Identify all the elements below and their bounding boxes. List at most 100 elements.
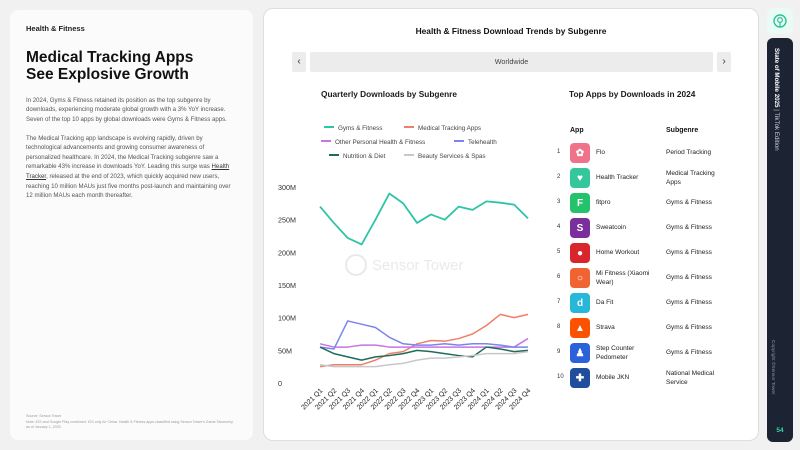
app-row[interactable]: 9 ♟ Step Counter Pedometer Gyms & Fitness <box>554 341 724 366</box>
app-subgenre: National Medical Service <box>666 370 715 386</box>
series-line[interactable] <box>319 350 529 368</box>
sidebar-bar: State of Mobile 2025 | TikTok Edition Co… <box>767 38 793 442</box>
sensor-tower-logo[interactable] <box>767 8 793 34</box>
y-tick-label: 200M <box>278 248 296 257</box>
series-line[interactable] <box>319 320 528 350</box>
y-tick-label: 50M <box>278 346 292 355</box>
app-name: Mobile JKN <box>596 374 630 382</box>
app-row[interactable]: 8 ▲ Strava Gyms & Fitness <box>554 316 724 341</box>
app-subgenre: Gyms & Fitness <box>666 299 712 307</box>
app-icon: ▲ <box>570 318 590 338</box>
series-line[interactable] <box>319 192 529 246</box>
app-icon: d <box>570 293 590 313</box>
app-name: Flo <box>596 149 606 157</box>
headline: Medical Tracking Apps See Explosive Grow… <box>26 49 239 84</box>
app-subgenre: Gyms & Fitness <box>666 349 712 357</box>
next-region-button[interactable]: › <box>717 52 731 72</box>
legend-item-nutrition[interactable]: Nutrition & Diet <box>329 153 385 160</box>
report-sidebar: State of Mobile 2025 | TikTok Edition Co… <box>767 8 793 442</box>
app-icon: S <box>570 218 590 238</box>
app-rank: 2 <box>557 174 561 180</box>
app-rank: 7 <box>557 299 561 305</box>
chart-panel: Health & Fitness Download Trends by Subg… <box>263 8 759 441</box>
app-row[interactable]: 6 ○ Mi Fitness (Xiaomi Wear) Gyms & Fitness <box>554 266 724 291</box>
app-rank: 9 <box>557 349 561 355</box>
legend-item-gyms[interactable]: Gyms & Fitness <box>324 125 382 132</box>
app-icon: ✚ <box>570 368 590 388</box>
app-row[interactable]: 10 ✚ Mobile JKN National Medical Service <box>554 366 724 391</box>
app-icon: ✿ <box>570 143 590 163</box>
top-apps-list: 1 ✿ Flo Period Tracking 2 ♥ Health Tracker Medi… <box>554 141 724 391</box>
legend-item-other[interactable]: Other Personal Health & Fitness <box>321 139 425 146</box>
paragraph-gyms: In 2024, Gyms & Fitness retained its pos… <box>26 96 227 123</box>
series-line[interactable] <box>319 346 529 361</box>
apps-title: Top Apps by Downloads in 2024 <box>569 89 696 99</box>
chart-watermark: Sensor Tower <box>345 254 463 276</box>
sensor-tower-icon <box>773 14 787 28</box>
app-name: Home Workout <box>596 249 640 257</box>
legend-swatch <box>404 154 414 157</box>
legend-swatch <box>454 140 464 143</box>
app-subgenre: Gyms & Fitness <box>666 324 712 332</box>
series-line[interactable] <box>319 313 529 368</box>
footnote-note: Note: iOS and Google Play combined. iOS … <box>26 419 233 429</box>
health-tracker-link[interactable]: Health Tracker <box>26 163 230 181</box>
app-name: Da Fit <box>596 299 614 307</box>
app-row[interactable]: 5 ● Home Workout Gyms & Fitness <box>554 241 724 266</box>
col-header-subgenre: Subgenre <box>666 127 699 134</box>
app-rank: 8 <box>557 324 561 330</box>
legend-item-beauty[interactable]: Beauty Services & Spas <box>404 153 486 160</box>
region-select[interactable]: Worldwide <box>310 52 713 72</box>
paragraph-medical-b: , released at the end of 2023, which qui… <box>26 173 231 200</box>
app-name: Strava <box>596 324 615 332</box>
legend-swatch <box>321 140 331 143</box>
watermark-logo-icon <box>345 254 367 276</box>
region-filter: ‹ Worldwide › <box>292 52 731 72</box>
footnote-source: Source: Sensor Tower <box>26 414 62 419</box>
app-row[interactable]: 4 S Sweatcoin Gyms & Fitness <box>554 216 724 241</box>
watermark-text: Sensor Tower <box>372 257 463 274</box>
legend-item-telehealth[interactable]: Telehealth <box>454 139 497 146</box>
app-name: Sweatcoin <box>596 224 626 232</box>
app-name: fitpro <box>596 199 611 207</box>
y-tick-label: 300M <box>278 183 296 192</box>
app-subgenre: Medical Tracking Apps <box>666 170 715 186</box>
chart-axes: 0 50M 100M 150M 200M 250M 300M <box>278 183 296 388</box>
footnote: Source: Sensor Tower Note: iOS and Googl… <box>26 414 236 430</box>
y-tick-label: 0 <box>278 379 282 388</box>
legend-swatch <box>324 126 334 129</box>
text-panel: Health & Fitness Medical Tracking Apps S… <box>10 10 253 440</box>
app-subgenre: Period Tracking <box>666 149 712 157</box>
app-rank: 1 <box>557 149 561 155</box>
app-row[interactable]: 1 ✿ Flo Period Tracking <box>554 141 724 166</box>
app-row[interactable]: 2 ♥ Health Tracker Medical Tracking Apps <box>554 166 724 191</box>
headline-line-2: See Explosive Growth <box>26 66 189 84</box>
page-number: 54 <box>776 427 784 434</box>
y-tick-label: 150M <box>278 281 296 290</box>
col-header-app: App <box>570 127 584 134</box>
series-line[interactable] <box>319 337 529 348</box>
chart-title: Quarterly Downloads by Subgenre <box>320 89 457 99</box>
app-name: Health Tracker <box>596 174 639 182</box>
downloads-line-chart: 0 50M 100M 150M 200M 250M 300M Sensor Tower 20… <box>278 183 532 411</box>
app-icon: F <box>570 193 590 213</box>
app-rank: 5 <box>557 249 561 255</box>
chart-series <box>319 192 529 368</box>
y-tick-label: 250M <box>278 216 296 225</box>
app-icon: ○ <box>570 268 590 288</box>
copyright: Copyright ©Sensor Tower <box>770 340 775 395</box>
app-subgenre: Gyms & Fitness <box>666 224 712 232</box>
legend-swatch <box>404 126 414 129</box>
prev-region-button[interactable]: ‹ <box>292 52 306 72</box>
app-rank: 3 <box>557 199 561 205</box>
app-rank: 6 <box>557 274 561 280</box>
panel-title: Health & Fitness Download Trends by Subg… <box>415 26 607 36</box>
app-subgenre: Gyms & Fitness <box>666 199 712 207</box>
app-subgenre: Gyms & Fitness <box>666 274 712 282</box>
app-row[interactable]: 7 d Da Fit Gyms & Fitness <box>554 291 724 316</box>
app-icon: ♥ <box>570 168 590 188</box>
legend-item-medical[interactable]: Medical Tracking Apps <box>404 125 481 132</box>
